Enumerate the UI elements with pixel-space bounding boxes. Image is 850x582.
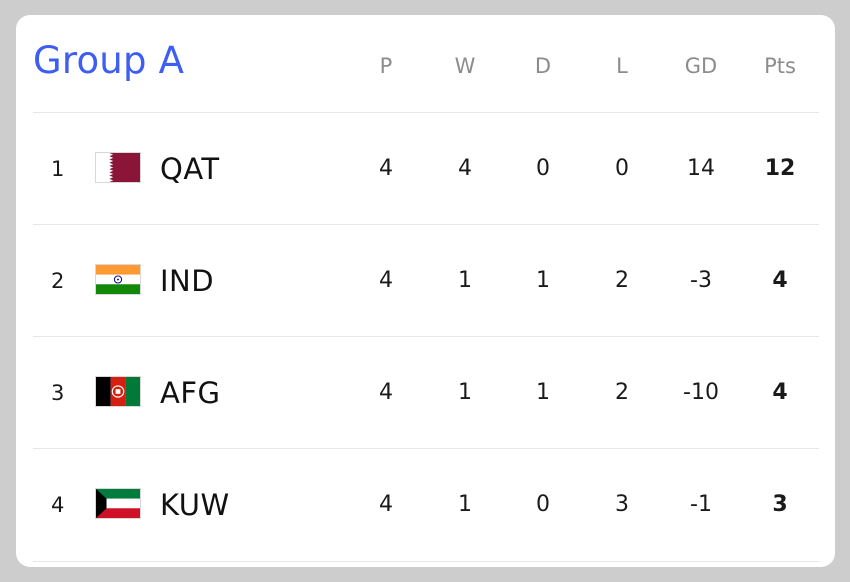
column-header-lost: L xyxy=(616,54,628,78)
goal-difference-value: 14 xyxy=(687,156,715,181)
group-title: Group A xyxy=(33,39,185,82)
played-value: 4 xyxy=(379,380,393,405)
team-name: IND xyxy=(160,264,215,298)
drawn-value: 1 xyxy=(536,380,550,405)
played-value: 4 xyxy=(379,492,393,517)
afghanistan-flag-icon xyxy=(95,376,141,407)
column-header-points: Pts xyxy=(764,54,796,78)
team-name: QAT xyxy=(160,152,220,186)
goal-difference-value: -10 xyxy=(683,380,719,405)
drawn-value: 0 xyxy=(536,156,550,181)
table-row[interactable]: 1 QAT 4 4 0 0 14 12 xyxy=(33,112,819,225)
rank: 2 xyxy=(51,269,65,293)
team-name: KUW xyxy=(160,488,230,522)
lost-value: 2 xyxy=(615,268,629,293)
column-header-won: W xyxy=(454,54,476,78)
team-name: AFG xyxy=(160,376,221,410)
won-value: 4 xyxy=(458,156,472,181)
qatar-flag-icon xyxy=(95,152,141,183)
table-row[interactable]: 4 KUW 4 1 0 3 -1 3 xyxy=(33,448,819,562)
won-value: 1 xyxy=(458,268,472,293)
rank: 4 xyxy=(51,493,65,517)
points-value: 12 xyxy=(764,156,796,181)
lost-value: 3 xyxy=(615,492,629,517)
kuwait-flag-icon xyxy=(95,488,141,519)
played-value: 4 xyxy=(379,156,393,181)
points-value: 4 xyxy=(772,380,788,405)
points-value: 4 xyxy=(772,268,788,293)
goal-difference-value: -3 xyxy=(690,268,712,293)
lost-value: 0 xyxy=(615,156,629,181)
rank: 1 xyxy=(51,157,65,181)
played-value: 4 xyxy=(379,268,393,293)
lost-value: 2 xyxy=(615,380,629,405)
standings-card: Group A P W D L GD Pts 1 QAT 4 4 0 0 14 … xyxy=(16,15,835,567)
table-row[interactable]: 2 IND 4 1 1 2 -3 4 xyxy=(33,224,819,337)
column-header-played: P xyxy=(379,54,393,78)
drawn-value: 0 xyxy=(536,492,550,517)
column-header-drawn: D xyxy=(534,54,552,78)
won-value: 1 xyxy=(458,380,472,405)
points-value: 3 xyxy=(772,492,788,517)
india-flag-icon xyxy=(95,264,141,295)
drawn-value: 1 xyxy=(536,268,550,293)
table-row[interactable]: 3 AFG 4 1 1 2 -10 4 xyxy=(33,336,819,449)
won-value: 1 xyxy=(458,492,472,517)
column-header-goal-difference: GD xyxy=(684,54,718,78)
goal-difference-value: -1 xyxy=(690,492,712,517)
rank: 3 xyxy=(51,381,65,405)
